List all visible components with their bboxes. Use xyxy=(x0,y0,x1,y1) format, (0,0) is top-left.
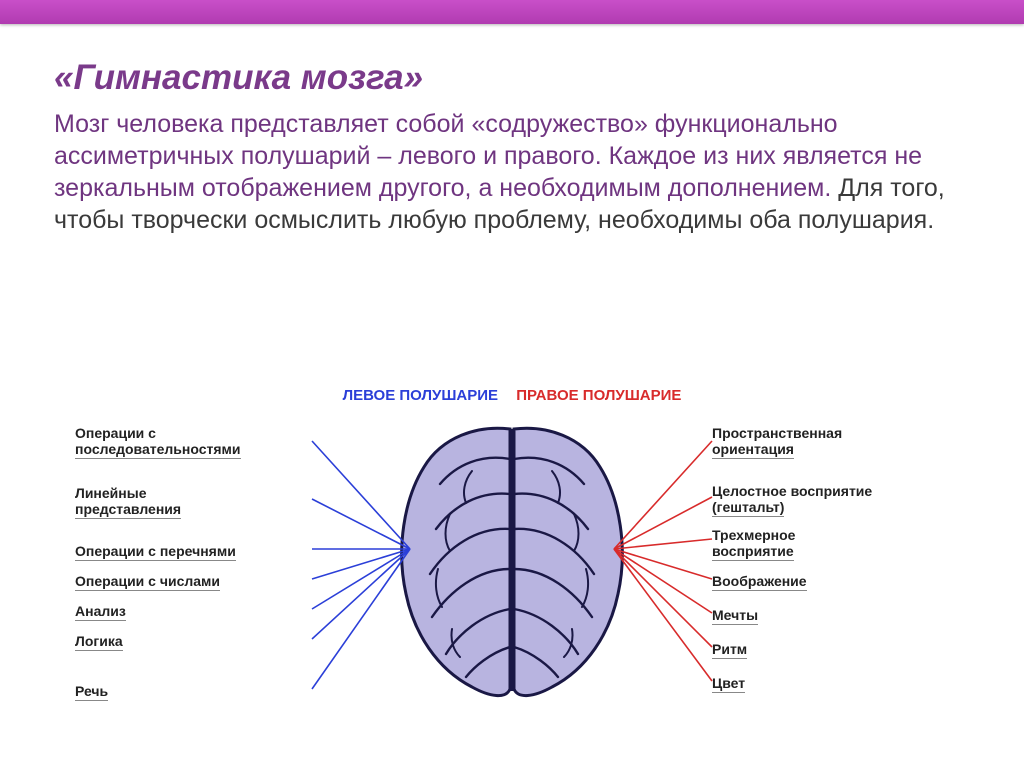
right-label: Воображение xyxy=(712,573,807,591)
right-label: Мечты xyxy=(712,607,758,625)
brain-icon xyxy=(382,419,642,709)
header-accent-bar xyxy=(0,0,1024,24)
left-label: Операции с перечнями xyxy=(75,543,236,561)
right-label: Целостное восприятие(гештальт) xyxy=(712,483,872,517)
body-paragraph-1: Мозг человека представляет собой «содруж… xyxy=(54,110,922,202)
left-label: Речь xyxy=(75,683,108,701)
right-label: Цвет xyxy=(712,675,745,693)
left-hemisphere-header: ЛЕВОЕ ПОЛУШАРИЕ xyxy=(343,387,498,404)
left-label: Логика xyxy=(75,633,123,651)
brain-diagram: ЛЕВОЕ ПОЛУШАРИЕ ПРАВОЕ ПОЛУШАРИЕ Операци… xyxy=(0,379,1024,749)
left-label: Линейныепредставления xyxy=(75,485,181,519)
left-label: Анализ xyxy=(75,603,126,621)
slide-content: «Гимнастика мозга» Мозг человека предста… xyxy=(0,24,1024,236)
slide-body-text: Мозг человека представляет собой «содруж… xyxy=(54,108,970,236)
right-label: Трехмерноевосприятие xyxy=(712,527,795,561)
right-hemisphere-header: ПРАВОЕ ПОЛУШАРИЕ xyxy=(516,387,681,404)
hemisphere-headers: ЛЕВОЕ ПОЛУШАРИЕ ПРАВОЕ ПОЛУШАРИЕ xyxy=(0,387,1024,404)
left-label: Операции с числами xyxy=(75,573,220,591)
right-label: Ритм xyxy=(712,641,747,659)
right-label: Пространственнаяориентация xyxy=(712,425,842,459)
slide-title: «Гимнастика мозга» xyxy=(54,58,970,98)
left-label: Операции споследовательностями xyxy=(75,425,241,459)
